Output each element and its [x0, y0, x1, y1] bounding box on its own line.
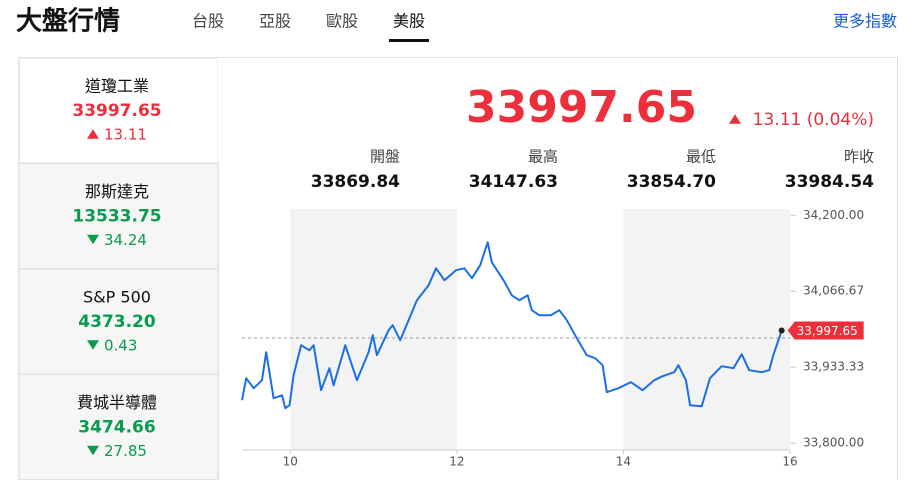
index-name: S&P 500 — [83, 288, 151, 307]
trend-arrow — [87, 340, 99, 350]
last-point — [778, 327, 785, 334]
index-price: 4373.20 — [78, 312, 156, 332]
index-change: 34.24 — [104, 231, 147, 249]
tab[interactable]: 歐股 — [326, 12, 358, 31]
trend-arrow — [87, 129, 99, 139]
price-line — [241, 241, 783, 410]
index-change: 0.43 — [104, 337, 137, 355]
tab[interactable]: 台股 — [192, 12, 224, 31]
index-price: 3474.66 — [78, 418, 155, 438]
index-card[interactable] — [18, 163, 219, 269]
tab[interactable]: 亞股 — [259, 12, 291, 31]
stat-value: 33869.84 — [311, 172, 400, 192]
quote-price: 33997.65 — [466, 82, 697, 133]
stat-value: 33854.70 — [627, 172, 716, 192]
trend-arrow — [87, 234, 99, 245]
stat-value: 34147.63 — [469, 172, 558, 192]
x-tick-label: 14 — [616, 455, 631, 469]
x-tick-label: 10 — [283, 455, 298, 469]
y-tick-label: 34,200.00 — [803, 208, 864, 222]
index-name: 道瓊工業 — [85, 77, 149, 96]
y-tick-label: 33,800.00 — [803, 436, 864, 450]
stat-label: 最低 — [686, 148, 716, 166]
index-card[interactable] — [18, 57, 219, 164]
quote-trend-arrow — [729, 114, 741, 124]
price-tag — [787, 321, 864, 340]
active-card-edge — [218, 58, 219, 162]
stat-label: 最高 — [528, 148, 558, 166]
index-price: 33997.65 — [72, 101, 161, 121]
index-change: 13.11 — [104, 126, 147, 144]
more-link[interactable]: 更多指數 — [833, 12, 897, 31]
stat-label: 開盤 — [370, 148, 400, 166]
stat-label: 昨收 — [844, 148, 874, 166]
index-card[interactable] — [18, 374, 219, 480]
tab[interactable]: 美股 — [393, 12, 425, 31]
trend-arrow — [87, 445, 99, 456]
index-change: 27.85 — [104, 442, 147, 460]
price-tag-label: 33,997.65 — [797, 324, 858, 338]
quote-change: 13.11 (0.04%) — [753, 110, 874, 130]
y-tick-label: 34,066.67 — [803, 284, 864, 298]
session-band — [290, 209, 457, 450]
index-name: 那斯達克 — [85, 182, 149, 201]
x-tick-label: 16 — [782, 455, 797, 469]
y-tick-label: 33,933.33 — [803, 360, 864, 374]
session-band — [623, 209, 790, 450]
stat-value: 33984.54 — [785, 172, 874, 192]
index-card[interactable] — [18, 268, 219, 375]
tab-underline — [389, 39, 429, 42]
x-tick-label: 12 — [449, 455, 464, 469]
page-title: 大盤行情 — [16, 6, 120, 37]
index-price: 13533.75 — [72, 207, 161, 227]
index-name: 費城半導體 — [77, 393, 157, 412]
